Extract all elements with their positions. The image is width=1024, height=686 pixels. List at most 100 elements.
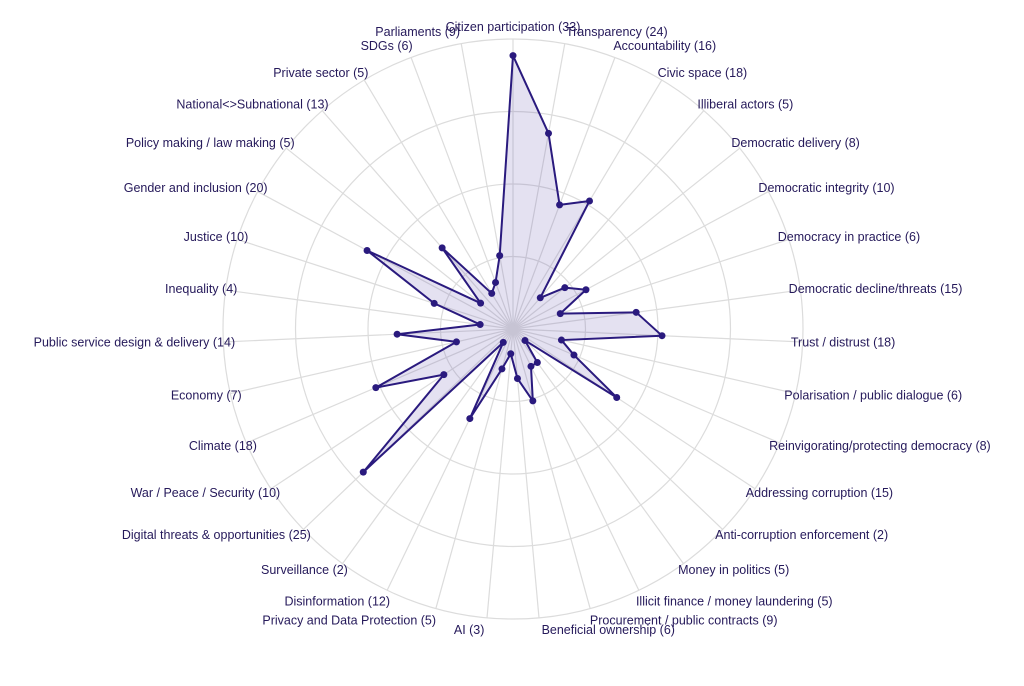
grid-spoke (237, 238, 514, 330)
data-point (476, 321, 484, 329)
data-point (556, 201, 564, 209)
data-point (438, 244, 446, 252)
category-label: National<>Subnational (13) (176, 98, 328, 112)
category-label: Climate (18) (189, 439, 257, 453)
grid-spoke (512, 57, 616, 330)
data-point (359, 468, 367, 476)
grid-spoke (512, 191, 769, 330)
data-point (372, 384, 380, 392)
grid-spoke (230, 328, 514, 395)
category-label: AI (3) (454, 623, 485, 637)
grid-spoke (512, 328, 591, 609)
grid-spoke (435, 328, 514, 609)
data-point (466, 415, 474, 423)
grid-spoke (512, 328, 640, 591)
category-label: Money in politics (5) (678, 563, 789, 577)
category-label: Parliaments (9) (375, 25, 460, 39)
category-label: Economy (7) (171, 388, 242, 402)
data-point (556, 310, 564, 318)
grid-spoke (512, 43, 566, 330)
data-point (393, 330, 401, 338)
grid-spoke (386, 328, 514, 591)
category-label: SDGs (6) (361, 39, 413, 53)
grid-spoke (460, 43, 514, 330)
data-point (492, 278, 500, 286)
category-label: Beneficial ownership (6) (542, 623, 675, 637)
grid-spoke (512, 328, 684, 564)
data-point (499, 338, 507, 346)
radar-series (359, 52, 666, 476)
data-point (363, 246, 371, 254)
grid-spoke (512, 289, 801, 330)
data-point (613, 393, 621, 401)
grid-spoke (486, 328, 514, 618)
grid-spoke (225, 289, 514, 330)
category-label: Policy making / law making (5) (126, 136, 295, 150)
category-label: Addressing corruption (15) (746, 486, 893, 500)
data-point (452, 338, 460, 346)
data-point (529, 397, 537, 405)
category-label: Democratic delivery (8) (731, 136, 860, 150)
category-label: Reinvigorating/protecting democracy (8) (769, 439, 991, 453)
data-point (498, 365, 506, 373)
data-point (533, 359, 541, 367)
grid-spoke (223, 328, 514, 343)
grid-spoke (321, 110, 514, 330)
category-label: Democratic integrity (10) (758, 181, 894, 195)
category-label: Civic space (18) (658, 66, 748, 80)
data-point (477, 299, 485, 307)
grid-spoke (512, 328, 756, 490)
grid-spoke (342, 328, 514, 564)
grid-spoke (512, 147, 741, 330)
data-point (658, 332, 666, 340)
category-label: Trust / distrust (18) (791, 335, 895, 349)
category-label: Inequality (4) (165, 282, 237, 296)
category-label: Privacy and Data Protection (5) (262, 613, 436, 627)
data-point (632, 308, 640, 316)
grid-spoke (512, 328, 724, 530)
data-point (488, 289, 496, 297)
data-point (561, 284, 569, 292)
category-label: Citizen participation (33) (446, 20, 581, 34)
category-label: Justice (10) (184, 230, 249, 244)
data-point (545, 129, 553, 137)
category-label: Digital threats & opportunities (25) (122, 528, 311, 542)
category-label: Procurement / public contracts (9) (590, 613, 778, 627)
category-label: Democratic decline/threats (15) (789, 282, 963, 296)
data-point (527, 362, 535, 370)
category-label: Gender and inclusion (20) (124, 181, 268, 195)
data-point (570, 351, 578, 359)
category-label: Illiberal actors (5) (697, 98, 793, 112)
data-point (509, 52, 517, 60)
data-point (585, 197, 593, 205)
category-labels: Citizen participation (33)Transparency (… (34, 20, 991, 637)
data-point (536, 294, 544, 302)
data-point (430, 299, 438, 307)
grid-spoke (285, 147, 514, 330)
category-label: War / Peace / Security (10) (131, 486, 281, 500)
category-label: Surveillance (2) (261, 563, 348, 577)
category-label: Public service design & delivery (14) (34, 335, 235, 349)
category-label: Anti-corruption enforcement (2) (715, 528, 888, 542)
data-point (507, 350, 515, 358)
grid-spoke (512, 110, 705, 330)
data-point (496, 252, 504, 260)
grid-spoke (257, 191, 514, 330)
data-point (582, 286, 590, 294)
data-point (521, 336, 529, 344)
data-point (440, 371, 448, 379)
category-label: Transparency (24) (566, 25, 668, 39)
category-label: Accountability (16) (613, 39, 716, 53)
category-label: Democracy in practice (6) (778, 230, 920, 244)
data-point (557, 336, 565, 344)
category-label: Illicit finance / money laundering (5) (636, 594, 833, 608)
data-point (513, 375, 521, 383)
category-label: Private sector (5) (273, 66, 368, 80)
category-label: Polarisation / public dialogue (6) (784, 388, 962, 402)
grid-spoke (270, 328, 514, 490)
category-label: Disinformation (12) (284, 594, 390, 608)
series-area (362, 54, 663, 474)
grid-spoke (512, 328, 780, 444)
grid-spoke (363, 79, 514, 330)
